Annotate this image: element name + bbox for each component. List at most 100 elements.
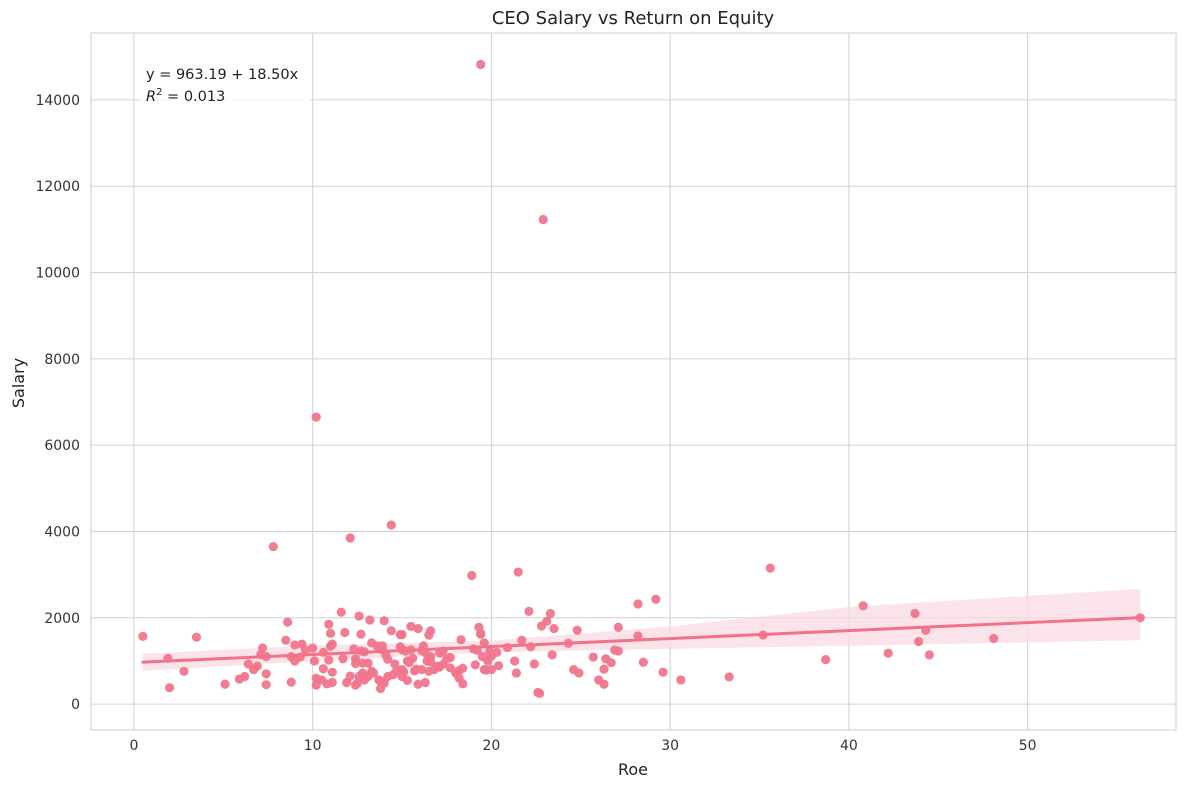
- data-point: [420, 677, 430, 688]
- data-point: [406, 621, 416, 632]
- data-point: [191, 632, 202, 642]
- data-point: [513, 567, 523, 577]
- data-point: [510, 656, 520, 666]
- data-point: [599, 679, 609, 689]
- data-point: [308, 643, 318, 653]
- x-tick-label: 50: [1019, 738, 1037, 754]
- data-point: [658, 667, 668, 677]
- data-point: [470, 660, 480, 670]
- data-point: [529, 659, 539, 669]
- data-point: [368, 668, 379, 678]
- data-point: [386, 626, 396, 636]
- data-point: [281, 635, 291, 645]
- y-axis-label: Salary: [9, 358, 28, 408]
- r-squared-value: = 0.013: [162, 89, 225, 105]
- data-point: [724, 672, 734, 682]
- x-tick-label: 30: [661, 738, 679, 754]
- data-point: [268, 541, 278, 552]
- data-point: [338, 654, 348, 664]
- data-point: [545, 608, 555, 619]
- data-point: [352, 678, 362, 688]
- regression-line-layer: [141, 616, 1142, 664]
- data-point: [910, 608, 920, 619]
- data-point: [572, 625, 582, 635]
- data-point: [290, 640, 300, 650]
- data-point: [426, 657, 436, 667]
- data-point: [883, 648, 893, 658]
- data-point: [765, 563, 775, 573]
- x-axis-label: Roe: [618, 760, 648, 779]
- x-tick-label: 20: [482, 738, 500, 754]
- data-point: [989, 633, 999, 644]
- x-tick-label: 40: [840, 738, 858, 754]
- r-squared-label: R2 = 0.013: [146, 87, 225, 105]
- y-tick-label: 10000: [35, 266, 80, 282]
- data-point: [613, 646, 623, 656]
- data-point: [426, 626, 436, 636]
- data-point: [821, 655, 831, 665]
- data-point: [476, 629, 486, 639]
- data-point: [599, 664, 609, 674]
- data-point: [350, 658, 361, 669]
- y-tick-label: 12000: [35, 179, 80, 195]
- data-point: [476, 59, 486, 70]
- data-point: [286, 677, 296, 687]
- y-tick-label: 0: [71, 697, 80, 713]
- data-point: [257, 643, 268, 653]
- data-point: [311, 412, 321, 422]
- data-point: [336, 607, 346, 617]
- regression-equation: y = 963.19 + 18.50x: [146, 67, 299, 83]
- y-tick-label: 2000: [44, 611, 80, 627]
- data-point: [283, 617, 293, 627]
- y-tick-label: 8000: [44, 352, 80, 368]
- data-point: [638, 657, 648, 667]
- data-point: [633, 631, 643, 641]
- chart-title: CEO Salary vs Return on Equity: [492, 8, 775, 29]
- data-point: [365, 615, 375, 625]
- data-point: [325, 628, 336, 638]
- data-point: [549, 623, 559, 634]
- data-point: [445, 652, 455, 663]
- data-point: [633, 599, 643, 609]
- data-point: [479, 638, 489, 648]
- data-point: [324, 619, 334, 629]
- data-point: [511, 668, 522, 678]
- data-point: [493, 661, 504, 671]
- data-point: [924, 650, 934, 660]
- data-point: [354, 611, 364, 621]
- data-point: [324, 655, 334, 665]
- data-point: [345, 671, 355, 681]
- data-point: [413, 623, 423, 634]
- plot-frame: [90, 32, 1177, 731]
- data-point: [651, 594, 661, 604]
- y-tick-label: 14000: [35, 93, 80, 109]
- data-point: [356, 629, 366, 639]
- r-squared-superscript: 2: [156, 87, 162, 98]
- data-point: [363, 658, 373, 668]
- data-point: [138, 631, 148, 641]
- grid-lines: [91, 33, 1176, 730]
- data-point: [252, 661, 262, 671]
- data-point: [676, 675, 686, 685]
- data-point: [220, 679, 230, 689]
- data-point: [399, 667, 409, 677]
- data-point: [300, 645, 311, 655]
- data-point: [402, 675, 412, 685]
- data-point: [179, 666, 189, 676]
- data-point: [613, 622, 623, 632]
- data-point: [413, 679, 423, 689]
- data-point: [261, 680, 271, 690]
- data-point: [345, 533, 355, 543]
- data-point: [858, 601, 868, 611]
- annotation-box: y = 963.19 + 18.50x R2 = 0.013: [140, 63, 310, 108]
- regression-line: [141, 616, 1142, 664]
- data-point: [547, 650, 557, 660]
- data-point: [542, 616, 552, 626]
- data-point: [535, 688, 545, 698]
- data-point: [417, 664, 427, 675]
- data-point: [327, 639, 337, 649]
- data-point: [309, 656, 320, 666]
- y-tick-label: 6000: [44, 438, 80, 454]
- x-tick-label: 10: [304, 738, 322, 754]
